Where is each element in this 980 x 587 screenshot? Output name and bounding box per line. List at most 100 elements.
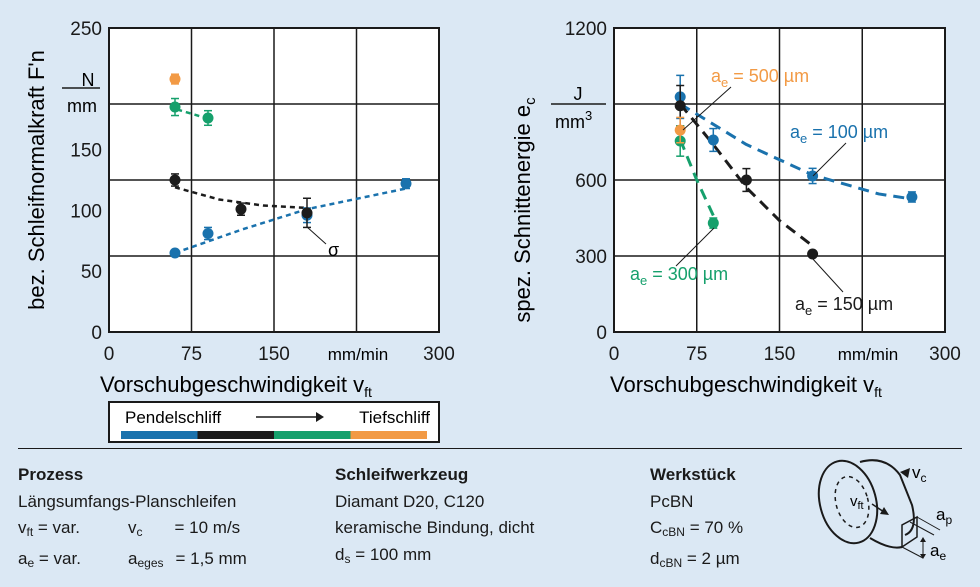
chart-specific-energy: 0 75 150 300 0 300 600 1200 spez. Schnittenergi… (510, 19, 961, 400)
fit-line-black (679, 103, 814, 248)
data-point-green (169, 101, 181, 113)
legend-box: Pendelschliff Tiefschliff (108, 401, 440, 443)
y-axis-label: spez. Schnittenergie ec (510, 97, 539, 323)
param-vft: vft = var. (18, 518, 80, 539)
y-unit-numerator: N (82, 70, 95, 90)
leader-100 (812, 142, 847, 177)
param-ae: ae = var. (18, 548, 81, 570)
label-ae-300: ae = 300 µm (630, 264, 728, 288)
label-ae-150: ae = 150 µm (795, 294, 893, 318)
y-tick-label: 1200 (565, 19, 607, 40)
tick-labels: 0 75 150 300 0 300 600 1200 (565, 19, 961, 365)
process-type: Längsumfangs-Planschleifen (18, 491, 237, 511)
label-ae: ae (930, 541, 946, 563)
workpiece-ccbn: CcBN = 70 % (650, 518, 744, 539)
sigma-leader-line (306, 226, 327, 245)
data-point-black (301, 207, 313, 219)
y-tick-label: 300 (575, 247, 607, 268)
charts-area: 0 75 150 300 0 50 100 150 250 bez. Schleifnormal… (24, 19, 961, 443)
arrow-right-icon (316, 412, 324, 422)
x-tick-label: 0 (609, 344, 620, 365)
data-point-black (740, 174, 752, 186)
fit-line-green (678, 138, 715, 217)
param-aeges: aeges = 1,5 mm (128, 548, 247, 570)
data-point-black (674, 100, 686, 112)
y-tick-label: 250 (70, 19, 102, 40)
x-tick-label: 0 (104, 344, 115, 365)
data-points (169, 73, 412, 259)
process-params-row-2: ae = var. aeges = 1,5 mm (18, 546, 247, 577)
x-tick-label: 75 (181, 344, 202, 365)
x-axis-label: Vorschubgeschwindigkeit vft (610, 372, 882, 400)
legend-right-label: Tiefschliff (359, 408, 430, 427)
vc-arrow-icon (900, 468, 910, 478)
legend-segment-orange (350, 431, 427, 439)
workpiece-dcbn: dcBN = 2 µm (650, 548, 740, 570)
y-tick-label: 100 (70, 201, 102, 222)
vft-arrow-icon (880, 507, 889, 515)
y-unit-numerator: J (574, 84, 583, 104)
data-point-blue (400, 178, 412, 190)
process-section: Prozess Längsumfangs-Planschleifen vft =… (18, 462, 247, 576)
data-point-orange (169, 73, 181, 85)
tick-labels: 0 75 150 300 0 50 100 150 250 (70, 19, 455, 365)
x-axis-label: Vorschubgeschwindigkeit vft (100, 372, 372, 400)
gridlines (109, 28, 439, 332)
x-tick-label: 150 (258, 344, 290, 365)
legend-segment-green (274, 431, 351, 439)
wheel-icon (817, 459, 879, 545)
process-params-row-1: vft = var. vc = 10 m/s (18, 515, 247, 546)
x-unit: mm/min (328, 345, 388, 364)
leader-500 (682, 86, 732, 131)
leader-150 (811, 257, 844, 293)
data-point-blue (169, 247, 181, 259)
label-vc: vc (912, 463, 927, 485)
data-point-blue (202, 228, 214, 240)
label-ae-500: ae = 500 µm (711, 66, 809, 90)
data-points (674, 74, 918, 260)
label-vft: vft (850, 493, 864, 512)
data-point-black (169, 174, 181, 186)
legend-color-bar (121, 431, 427, 439)
data-point-black (235, 203, 247, 215)
data-point-black (807, 248, 819, 260)
tool-line-2: keramische Bindung, dicht (335, 518, 535, 537)
workpiece-title: Werkstück (650, 465, 736, 484)
tool-line-1: Diamant D20, C120 (335, 491, 485, 511)
grinding-wheel-diagram: vc vft ap ae (817, 459, 952, 563)
fit-line-blue (174, 187, 407, 255)
sigma-annotation: σ (328, 240, 339, 260)
y-axis-label: bez. Schleifnormalkraft F'n (24, 50, 49, 310)
section-divider (18, 448, 962, 449)
data-point-blue (906, 191, 918, 203)
data-point-orange (674, 124, 686, 136)
y-tick-label: 0 (91, 323, 102, 344)
y-tick-label: 0 (596, 323, 607, 344)
data-point-blue (707, 134, 719, 146)
y-tick-label: 50 (81, 262, 102, 283)
label-ap: ap (936, 505, 952, 527)
data-point-green (707, 217, 719, 229)
y-unit-denominator: mm (67, 96, 97, 116)
y-tick-label: 150 (70, 141, 102, 162)
workpiece-block-icon (901, 515, 918, 549)
tool-title: Schleifwerkzeug (335, 465, 469, 484)
param-vc: vc = 10 m/s (128, 518, 241, 539)
legend-left-label: Pendelschliff (125, 408, 221, 427)
tool-ds: ds = 100 mm (335, 544, 432, 566)
label-ae-100: ae = 100 µm (790, 122, 888, 146)
x-tick-label: 75 (686, 344, 707, 365)
legend-segment-black (197, 431, 274, 439)
process-title: Prozess (18, 465, 84, 484)
fit-line-green (176, 108, 207, 120)
workpiece-section: Werkstück PcBN CcBN = 70 % dcBN = 2 µm (650, 462, 743, 576)
data-point-green (202, 112, 214, 124)
tool-section: Schleifwerkzeug Diamant D20, C120 kerami… (335, 462, 534, 572)
x-tick-label: 150 (764, 344, 796, 365)
x-tick-label: 300 (423, 344, 455, 365)
leader-300 (675, 227, 715, 267)
chart-normal-force: 0 75 150 300 0 50 100 150 250 bez. Schleifnormal… (24, 19, 455, 443)
legend-segment-blue (121, 431, 198, 439)
x-tick-label: 300 (929, 344, 961, 365)
workpiece-material: PcBN (650, 491, 694, 511)
